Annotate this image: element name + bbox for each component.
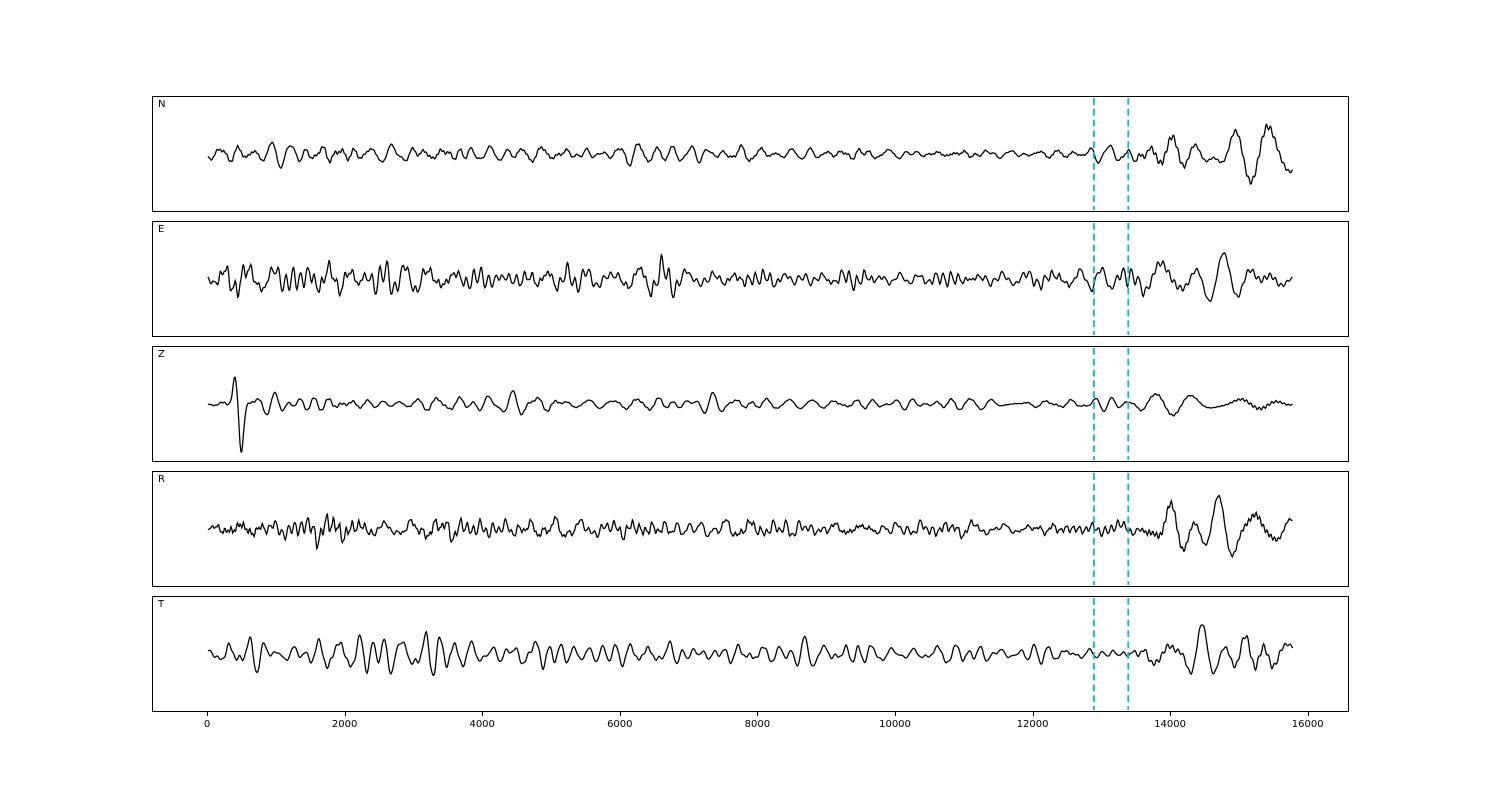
x-tick-label: 6000 xyxy=(607,719,633,730)
trace-panel: Z xyxy=(152,346,1349,462)
x-tick-label: 10000 xyxy=(879,719,911,730)
trace-panel: R xyxy=(152,471,1349,587)
trace-plot xyxy=(207,222,1293,336)
trace-plot xyxy=(207,597,1294,711)
waveform-trace xyxy=(207,251,1293,303)
x-tick-mark xyxy=(344,712,346,716)
trace-label: Z xyxy=(158,349,165,360)
trace-panel: N xyxy=(152,96,1349,212)
trace-panel: E xyxy=(152,221,1349,337)
x-tick-label: 2000 xyxy=(331,719,358,730)
trace-label: N xyxy=(158,99,166,110)
waveform-trace xyxy=(207,494,1293,559)
x-tick-label: 16000 xyxy=(1291,719,1324,730)
trace-label: R xyxy=(158,474,165,485)
x-tick-label: 14000 xyxy=(1154,719,1186,730)
x-tick-mark xyxy=(1170,712,1172,716)
x-tick-label: 0 xyxy=(203,719,211,730)
trace-plot xyxy=(207,472,1293,586)
trace-label: T xyxy=(158,599,165,610)
waveform-trace xyxy=(207,624,1294,677)
x-tick-mark xyxy=(619,712,621,716)
x-tick-label: 4000 xyxy=(469,719,495,730)
trace-plot xyxy=(207,97,1294,211)
x-tick-mark xyxy=(895,712,896,716)
trace-panel: T xyxy=(152,596,1349,712)
trace-label: E xyxy=(158,224,165,235)
x-tick-mark xyxy=(207,712,208,716)
waveform-trace xyxy=(207,376,1293,453)
x-tick-mark xyxy=(1032,712,1034,716)
waveform-trace xyxy=(207,123,1294,185)
x-tick-label: 12000 xyxy=(1016,719,1049,730)
x-tick-label: 8000 xyxy=(744,719,771,730)
x-tick-mark xyxy=(482,712,484,716)
x-tick-mark xyxy=(1307,712,1309,716)
trace-plot xyxy=(207,347,1293,461)
x-tick-mark xyxy=(757,712,759,716)
